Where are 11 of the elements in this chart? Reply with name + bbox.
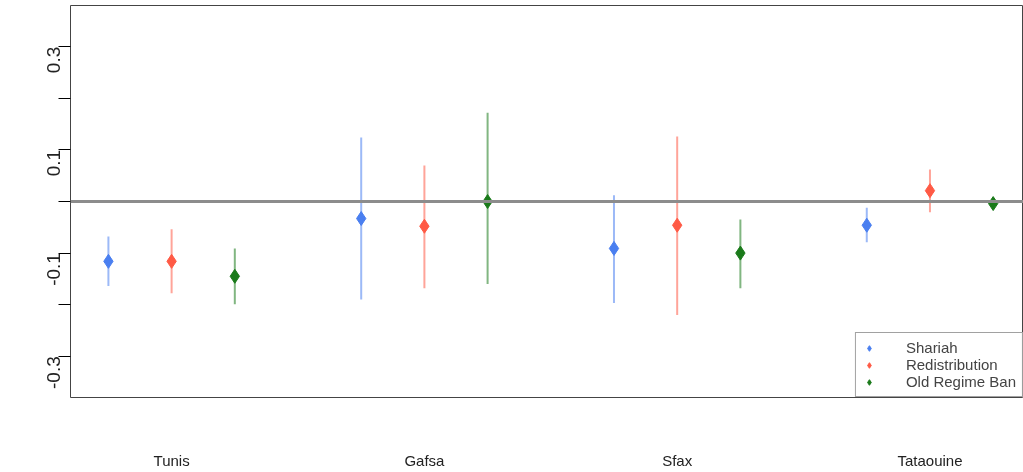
legend-label: Old Regime Ban — [905, 373, 1016, 390]
x-tick-label: Sfax — [662, 451, 693, 469]
y-tick-label: -0.3 — [43, 356, 64, 389]
y-tick-label: 0.1 — [43, 149, 64, 177]
x-tick-label: Tunis — [153, 451, 190, 469]
legend-label: Redistribution — [905, 356, 998, 373]
y-tick-label: -0.1 — [43, 253, 64, 286]
legend-label: Shariah — [905, 339, 958, 356]
x-tick-label: Gafsa — [404, 451, 446, 469]
x-tick-label: Tataouine — [897, 451, 963, 469]
y-tick-label: 0.3 — [43, 46, 64, 74]
